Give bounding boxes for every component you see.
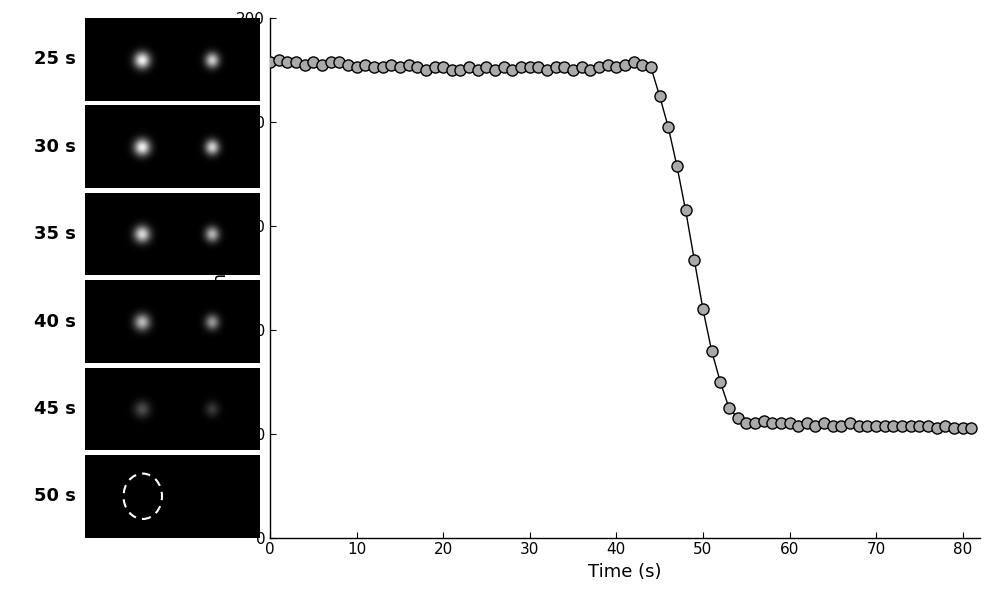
Text: 30 s: 30 s [34,138,76,156]
Text: 45 s: 45 s [34,400,76,418]
Y-axis label: Intensity: Intensity [210,239,228,317]
Text: 35 s: 35 s [34,225,76,243]
Text: 25 s: 25 s [34,50,76,68]
X-axis label: Time (s): Time (s) [588,563,662,581]
Text: 40 s: 40 s [34,312,76,330]
Text: 50 s: 50 s [34,487,76,506]
